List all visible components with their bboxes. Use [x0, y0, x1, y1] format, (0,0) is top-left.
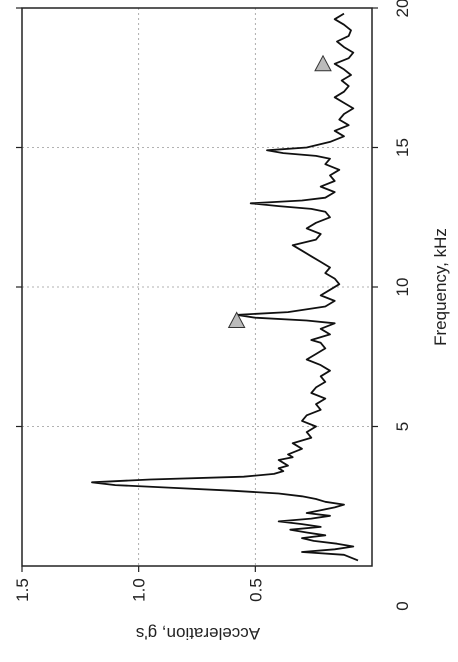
x-tick-label: 20: [393, 0, 412, 17]
triangle-marker: [227, 311, 246, 328]
x-axis-label: Frequency, kHz: [431, 228, 450, 346]
y-tick-label: 0.5: [246, 578, 265, 602]
x-tick-label: 10: [393, 278, 412, 297]
y-tick-label: 1.5: [13, 578, 32, 602]
origin-label: 0: [393, 601, 412, 610]
x-tick-label: 5: [393, 422, 412, 431]
series-line: [91, 12, 359, 562]
triangle-marker: [314, 54, 332, 72]
axis-ticks: [16, 7, 378, 572]
x-tick-label: 15: [393, 138, 412, 157]
markers: [227, 54, 332, 328]
gridlines: [22, 8, 372, 566]
y-axis-label: Acceleration, g's: [136, 624, 260, 643]
tick-labels: 5 10 15 20 0.5 1.0 1.5 0: [13, 0, 412, 611]
y-tick-label: 1.0: [130, 578, 149, 602]
